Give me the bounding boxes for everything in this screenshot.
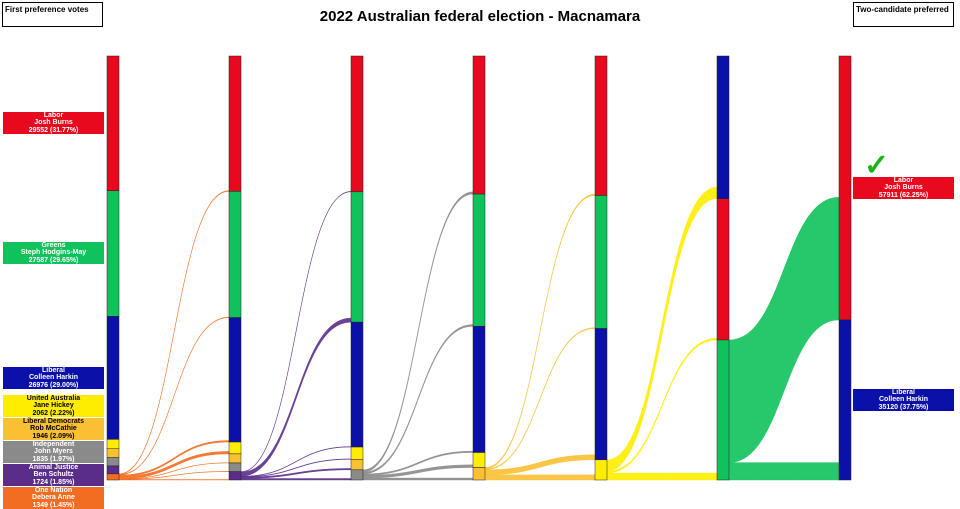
first-pref-label-lab: Labor Josh Burns 29552 (31.77%) xyxy=(3,112,104,134)
party-text: One Nation xyxy=(34,487,73,494)
flow-ajp-to-grn xyxy=(240,317,352,477)
party-text: Independent xyxy=(32,441,75,448)
bar-round4-lab xyxy=(472,55,486,195)
two-candidate-header: Two-candidate preferred xyxy=(853,2,954,27)
bar-round2-ind xyxy=(228,462,242,472)
flow-ldp-to-uap xyxy=(484,474,596,481)
first-pref-label-ajp: Animal Justice Ben Schultz 1724 (1.85%) xyxy=(3,464,104,486)
tcp-label-lab: Labor Josh Burns 57911 (62.25%) xyxy=(853,177,954,199)
party-text: Greens xyxy=(41,242,66,249)
votes-text: 57911 (62.25%) xyxy=(878,191,929,199)
votes-text: 1724 (1.85%) xyxy=(32,478,75,486)
bar-round6-lib xyxy=(716,55,730,199)
bar-round5-lib xyxy=(594,328,608,461)
votes-text: 1349 (1.45%) xyxy=(32,501,75,509)
bar-round3-lab xyxy=(350,55,364,193)
bar-round4-grn xyxy=(472,193,486,327)
candidate-text: Colleen Harkin xyxy=(878,396,928,404)
bar-round1-ind xyxy=(106,457,120,467)
bar-round2-grn xyxy=(228,191,242,318)
bar-round1-uap xyxy=(106,439,120,450)
party-text: Liberal xyxy=(42,367,65,374)
votes-text: 27587 (29.65%) xyxy=(28,256,79,264)
party-text: Liberal xyxy=(892,389,915,396)
bar-round1-ajp xyxy=(106,465,120,475)
flow-ind-to-grn xyxy=(362,324,474,475)
candidate-text: Ben Schultz xyxy=(33,471,74,479)
party-text: Liberal Democrats xyxy=(22,418,85,425)
flow-on-to-grn xyxy=(118,316,230,476)
candidate-text: Debera Anne xyxy=(32,494,75,502)
bar-round2-uap xyxy=(228,441,242,455)
first-pref-label-ldp: Liberal Democrats Rob McCathie 1946 (2.09%… xyxy=(3,418,104,440)
bar-round2-lib xyxy=(228,317,242,443)
first-pref-label-ind: Independent John Myers 1835 (1.97%) xyxy=(3,441,104,463)
candidate-text: Steph Hodgins-May xyxy=(20,249,87,257)
first-pref-label-uap: United Australia Jane Hickey 2062 (2.22%) xyxy=(3,395,104,417)
bar-round1-grn xyxy=(106,190,120,317)
bar-round2-ldp xyxy=(228,453,242,464)
votes-text: 35120 (37.75%) xyxy=(878,403,929,411)
votes-text: 26976 (29.00%) xyxy=(28,381,79,389)
flow-grn-to-lib xyxy=(728,462,840,481)
flow-on-to-lab xyxy=(118,190,230,475)
votes-text: 2062 (2.22%) xyxy=(32,409,75,417)
bar-round5-lab xyxy=(594,55,608,196)
party-text: Labor xyxy=(893,177,914,184)
flow-ldp-to-grn xyxy=(484,327,596,471)
first-pref-label-on: One Nation Debera Anne 1349 (1.45%) xyxy=(3,487,104,509)
first-pref-label-lib: Liberal Colleen Harkin 26976 (29.00%) xyxy=(3,367,104,389)
bar-round1-ldp xyxy=(106,448,120,458)
votes-text: 1946 (2.09%) xyxy=(32,432,75,440)
candidate-text: Colleen Harkin xyxy=(28,374,78,382)
votes-text: 1835 (1.97%) xyxy=(32,455,75,463)
party-text: Labor xyxy=(43,112,64,119)
candidate-text: John Myers xyxy=(34,448,73,456)
tcp-label-lib: Liberal Colleen Harkin 35120 (37.75%) xyxy=(853,389,954,411)
bar-round3-uap xyxy=(350,446,364,460)
winner-check-icon: ✓ xyxy=(864,149,890,182)
flow-ajp-to-lab xyxy=(240,191,352,473)
first-preference-header: First preference votes xyxy=(2,2,103,27)
bar-round3-ldp xyxy=(350,459,364,471)
party-text: United Australia xyxy=(26,395,81,402)
candidate-text: Josh Burns xyxy=(884,184,923,192)
bar-round3-grn xyxy=(350,191,364,323)
bar-round1-lib xyxy=(106,316,120,440)
bar-round6-grn xyxy=(716,339,730,481)
bar-round2-lab xyxy=(228,55,242,192)
bar-round4-ldp xyxy=(472,467,486,481)
bar-round2-ajp xyxy=(228,471,242,481)
flow-ind-to-lab xyxy=(362,191,474,473)
flow-ind-to-ldp xyxy=(362,477,474,481)
flow-ajp-to-ind xyxy=(240,478,352,481)
flow-grn-to-lab xyxy=(728,197,840,463)
candidate-text: Josh Burns xyxy=(34,119,73,127)
bar-round5-grn xyxy=(594,195,608,329)
candidate-text: Jane Hickey xyxy=(33,402,74,410)
first-pref-label-grn: Greens Steph Hodgins-May 27587 (29.65%) xyxy=(3,242,104,264)
chart-title: 2022 Australian federal election - Macna… xyxy=(319,8,641,25)
party-text: Animal Justice xyxy=(28,464,79,471)
votes-text: 29552 (31.77%) xyxy=(28,126,79,134)
bar-round4-lib xyxy=(472,326,486,453)
bar-round1-lab xyxy=(106,55,120,191)
bar-round6-lab xyxy=(716,198,730,341)
bar-round3-lib xyxy=(350,321,364,448)
flow-uap-to-grn xyxy=(606,472,718,481)
candidate-text: Rob McCathie xyxy=(30,425,77,433)
flow-ldp-to-lab xyxy=(484,193,596,470)
bar-round3-ind xyxy=(350,469,364,481)
bar-round1-on xyxy=(106,473,120,481)
flow-uap-to-lib xyxy=(606,187,718,472)
bar-round7-lab xyxy=(838,55,852,321)
bar-round5-uap xyxy=(594,459,608,481)
bar-round4-uap xyxy=(472,452,486,468)
bar-round7-lib xyxy=(838,319,852,481)
